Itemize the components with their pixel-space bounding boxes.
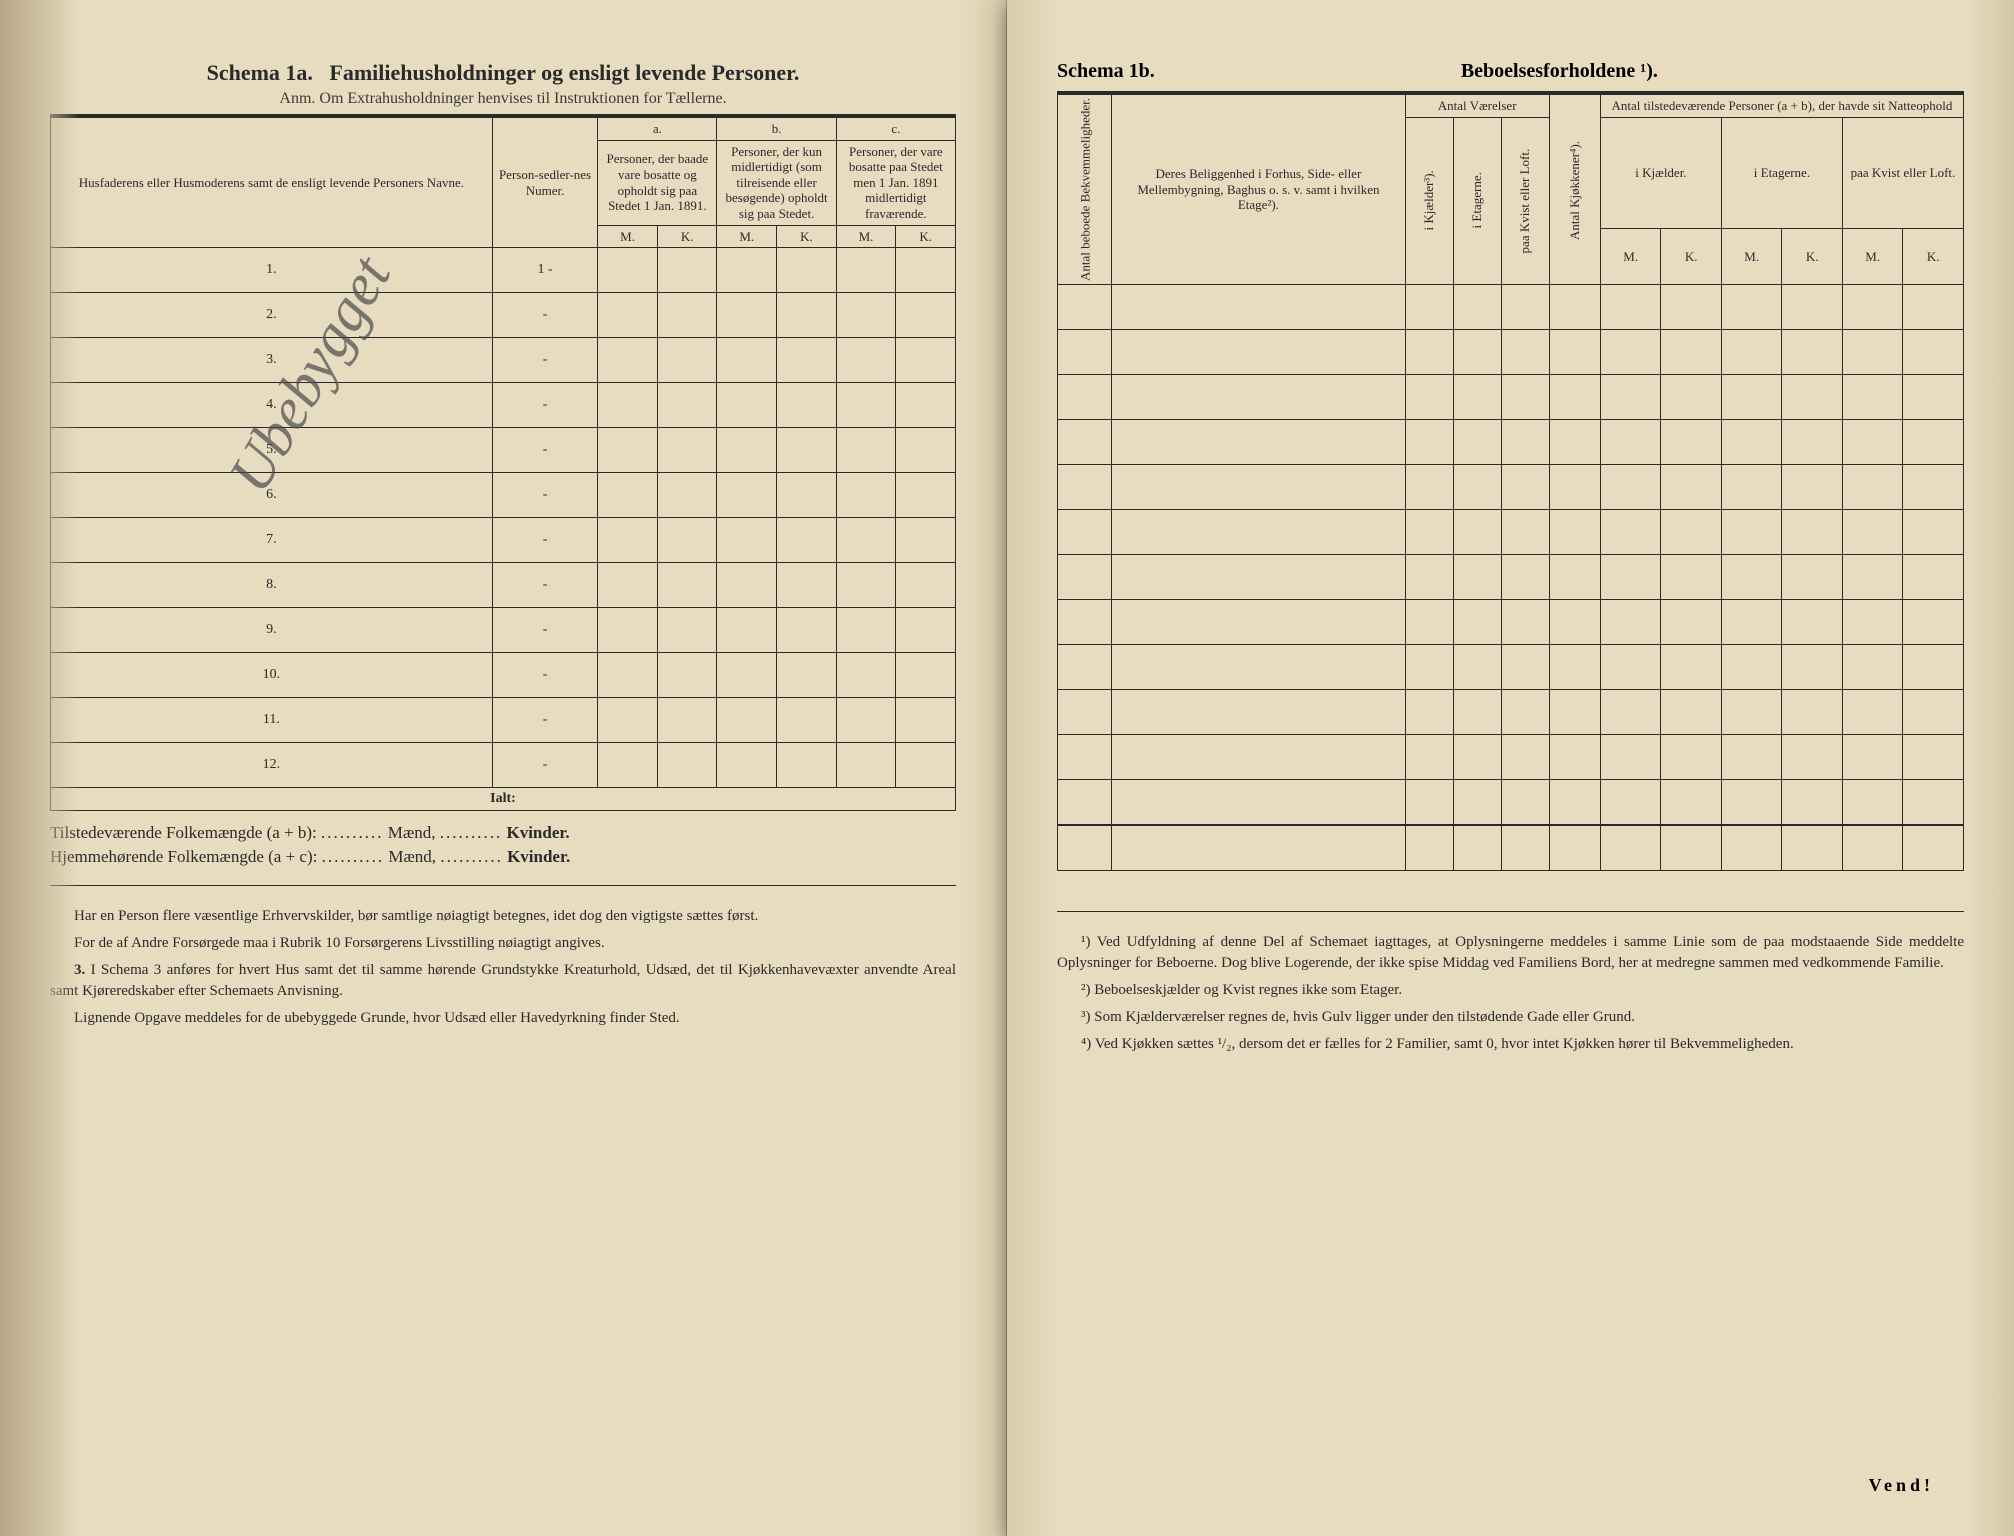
table-row xyxy=(1058,420,1964,465)
table-row xyxy=(1058,690,1964,735)
table-row: 7.- xyxy=(51,518,956,563)
footnote: 3. I Schema 3 anføres for hvert Hus samt… xyxy=(50,960,956,1002)
ialt-row: Ialt: xyxy=(51,788,956,811)
schema-label: Schema 1a. xyxy=(207,60,313,85)
footnote: ¹) Ved Udfyldning af denne Del af Schema… xyxy=(1057,932,1964,974)
right-page: Schema 1b. Beboelsesforholdene ¹). Antal… xyxy=(1007,0,2014,1536)
col-person-num-header: Person-sedler-nes Numer. xyxy=(492,118,597,248)
left-page: Schema 1a. Familiehusholdninger og ensli… xyxy=(0,0,1007,1536)
m-header: M. xyxy=(598,225,658,248)
col-tilstede: Antal tilstedeværende Personer (a + b), … xyxy=(1600,95,1963,118)
col-i-etag: i Etagerne. xyxy=(1721,117,1842,229)
schema-1b-body xyxy=(1058,285,1964,871)
k-header: K. xyxy=(657,225,717,248)
col-kvist: paa Kvist eller Loft. xyxy=(1501,117,1549,284)
col-paa-kvist: paa Kvist eller Loft. xyxy=(1842,117,1963,229)
table-row xyxy=(1058,510,1964,555)
col-names-header: Husfaderens eller Husmoderens samt de en… xyxy=(51,118,493,248)
footnote: ⁴) Ved Kjøkken sættes ¹/₂, dersom det er… xyxy=(1057,1034,1964,1055)
table-row xyxy=(1058,600,1964,645)
hjemme-line: Hjemmehørende Folkemængde (a + c): .....… xyxy=(50,847,956,867)
col-beliggenhed: Deres Beliggenhed i Forhus, Side- eller … xyxy=(1112,95,1405,285)
col-b-label: b. xyxy=(717,118,836,141)
schema-title: Familiehusholdninger og ensligt levende … xyxy=(329,60,799,85)
k-header: K. xyxy=(896,225,956,248)
col-a-header: Personer, der baade vare bosatte og opho… xyxy=(598,140,717,225)
table-row: 10.- xyxy=(51,653,956,698)
table-row xyxy=(1058,285,1964,330)
k-header: K. xyxy=(777,225,837,248)
book-spread: Schema 1a. Familiehusholdninger og ensli… xyxy=(0,0,2014,1536)
col-kjaelder: i Kjælder³). xyxy=(1405,117,1453,284)
col-c-header: Personer, der vare bosatte paa Stedet me… xyxy=(836,140,955,225)
footnote: Lignende Opgave meddeles for de ubebygge… xyxy=(50,1008,956,1029)
col-i-kjael: i Kjælder. xyxy=(1600,117,1721,229)
table-row: 8.- xyxy=(51,563,956,608)
schema-1b-title: Schema 1b. Beboelsesforholdene ¹). xyxy=(1057,60,1964,94)
footnote: ²) Beboelseskjælder og Kvist regnes ikke… xyxy=(1057,980,1964,1001)
spine-edge xyxy=(0,0,80,1536)
table-row: 9.- xyxy=(51,608,956,653)
left-footnotes: Har en Person flere væsentlige Erhvervsk… xyxy=(50,906,956,1029)
table-row xyxy=(1058,825,1964,871)
table-row: 6.- xyxy=(51,473,956,518)
col-c-label: c. xyxy=(836,118,955,141)
footnote: For de af Andre Forsørgede maa i Rubrik … xyxy=(50,933,956,954)
table-row xyxy=(1058,330,1964,375)
table-row xyxy=(1058,780,1964,826)
totals-block: Tilstedeværende Folkemængde (a + b): ...… xyxy=(50,823,956,867)
table-row xyxy=(1058,555,1964,600)
col-etagerne: i Etagerne. xyxy=(1453,117,1501,284)
table-row: 1.1 - xyxy=(51,248,956,293)
table-row: 11.- xyxy=(51,698,956,743)
footnote: ³) Som Kjælderværelser regnes de, hvis G… xyxy=(1057,1007,1964,1028)
vend-label: Vend! xyxy=(1869,1475,1934,1496)
table-row: 12.- xyxy=(51,743,956,788)
schema-1a-subtitle: Anm. Om Extrahusholdninger henvises til … xyxy=(50,90,956,117)
footnote: Har en Person flere væsentlige Erhvervsk… xyxy=(50,906,956,927)
tilstede-line: Tilstedeværende Folkemængde (a + b): ...… xyxy=(50,823,956,843)
col-a-label: a. xyxy=(598,118,717,141)
m-header: M. xyxy=(717,225,777,248)
schema-1a-title: Schema 1a. Familiehusholdninger og ensli… xyxy=(50,60,956,86)
col-b-header: Personer, der kun midlertidigt (som tilr… xyxy=(717,140,836,225)
right-footnotes: ¹) Ved Udfyldning af denne Del af Schema… xyxy=(1057,932,1964,1055)
table-row xyxy=(1058,375,1964,420)
table-row: 2.- xyxy=(51,293,956,338)
col-antal-beboede: Antal beboede Bekvemmeligheder. xyxy=(1058,95,1112,285)
table-row xyxy=(1058,645,1964,690)
table-row xyxy=(1058,735,1964,780)
m-header: M. xyxy=(836,225,896,248)
col-vaerelser: Antal Værelser xyxy=(1405,95,1549,118)
table-row: 3.- xyxy=(51,338,956,383)
schema-1a-table: Husfaderens eller Husmoderens samt de en… xyxy=(50,117,956,811)
schema-1a-body: 1.1 - 2.- 3.- 4.- 5.- 6.- 7.- 8.- 9.- 10… xyxy=(51,248,956,811)
table-row xyxy=(1058,465,1964,510)
col-kjokkener: Antal Kjøkkener⁴). xyxy=(1549,95,1600,285)
table-row: 5.- xyxy=(51,428,956,473)
schema-1b-table: Antal beboede Bekvemmeligheder. Deres Be… xyxy=(1057,94,1964,871)
table-row: 4.- xyxy=(51,383,956,428)
